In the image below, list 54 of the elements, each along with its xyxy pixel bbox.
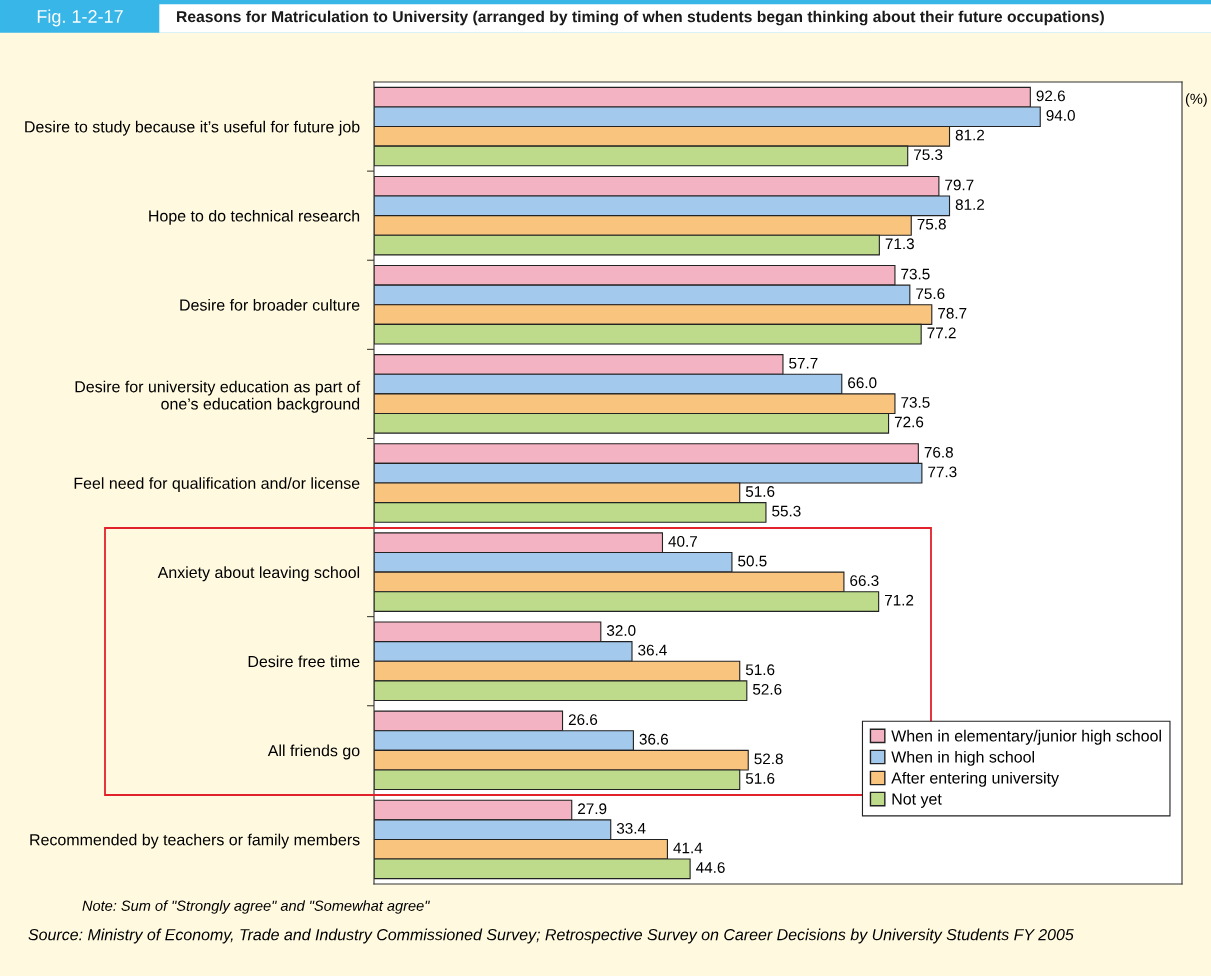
data-label: 75.3 (914, 149, 943, 161)
data-label: 51.6 (745, 664, 775, 676)
data-label: 52.8 (754, 753, 783, 765)
data-label: 51.6 (745, 773, 775, 784)
data-label: 50.5 (738, 555, 767, 567)
y-tick-label: Anxiety about leaving school (157, 566, 360, 582)
data-label: 51.6 (745, 486, 775, 497)
data-label: 77.2 (927, 327, 956, 339)
data-label: 73.5 (901, 268, 930, 280)
data-label: 79.7 (945, 179, 974, 191)
data-label: 92.6 (1036, 90, 1065, 102)
text: Fig. 1-2-17 (37, 9, 123, 27)
y-tick-label: Desire free time (248, 655, 360, 668)
data-label: 94.0 (1046, 110, 1075, 121)
data-label: 33.4 (616, 822, 646, 834)
data-label: 66.3 (850, 575, 879, 587)
data-label: 81.2 (955, 199, 985, 210)
data-label: 26.6 (568, 714, 598, 726)
legend-label: When in high school (891, 750, 1034, 766)
data-label: 71.3 (885, 238, 914, 250)
data-label: 40.7 (668, 535, 697, 547)
y-tick-label: Desire for university education as part of one’s education background (75, 380, 361, 413)
data-label: 27.9 (578, 803, 607, 815)
data-label: 77.3 (928, 466, 957, 478)
data-label: 57.7 (789, 357, 818, 369)
data-label: 52.6 (752, 683, 782, 695)
source-note: Source: Ministry of Economy, Trade and Industry Commissioned Survey; Retrospective Survey on Career Decisions by University Students FY 2005 (28, 928, 1074, 944)
data-label: 78.7 (938, 307, 967, 319)
chart-title: Reasons for Matriculation to University (arranged by timing of when students began thinking about their future occupations) (177, 10, 1104, 26)
y-tick-label: Recommended by teachers or family members (30, 833, 360, 849)
data-label: 75.6 (916, 288, 945, 300)
data-label: 55.3 (772, 505, 801, 517)
data-label: 75.8 (917, 218, 946, 230)
text: (%) (1185, 93, 1207, 107)
data-label: 72.6 (894, 416, 924, 428)
y-tick-label: Hope to do technical research (149, 209, 360, 225)
data-label: 71.2 (884, 594, 914, 606)
data-label: 81.2 (955, 129, 985, 141)
data-label: 36.6 (639, 733, 669, 745)
data-label: 41.4 (673, 842, 703, 854)
legend-label: Not yet (892, 793, 942, 808)
data-label: 32.0 (606, 625, 636, 636)
legend-label: When in elementary/junior high school (891, 729, 1161, 745)
y-tick-label: Desire for broader culture (180, 298, 360, 311)
data-label: 73.5 (901, 396, 930, 408)
y-tick-label: Desire to study because it’s useful for future job (25, 120, 360, 136)
data-label: 44.6 (696, 862, 725, 873)
data-label: 66.0 (848, 377, 877, 389)
y-tick-label: All friends go (267, 744, 360, 760)
text: Note: Sum of "Strongly agree" and "Somewhat agree" (82, 900, 430, 914)
data-label: 36.4 (638, 644, 667, 656)
data-label: 76.8 (924, 446, 953, 458)
y-tick-label: Feel need for qualification and/or license (74, 477, 360, 493)
legend-label: After entering university (891, 771, 1059, 787)
